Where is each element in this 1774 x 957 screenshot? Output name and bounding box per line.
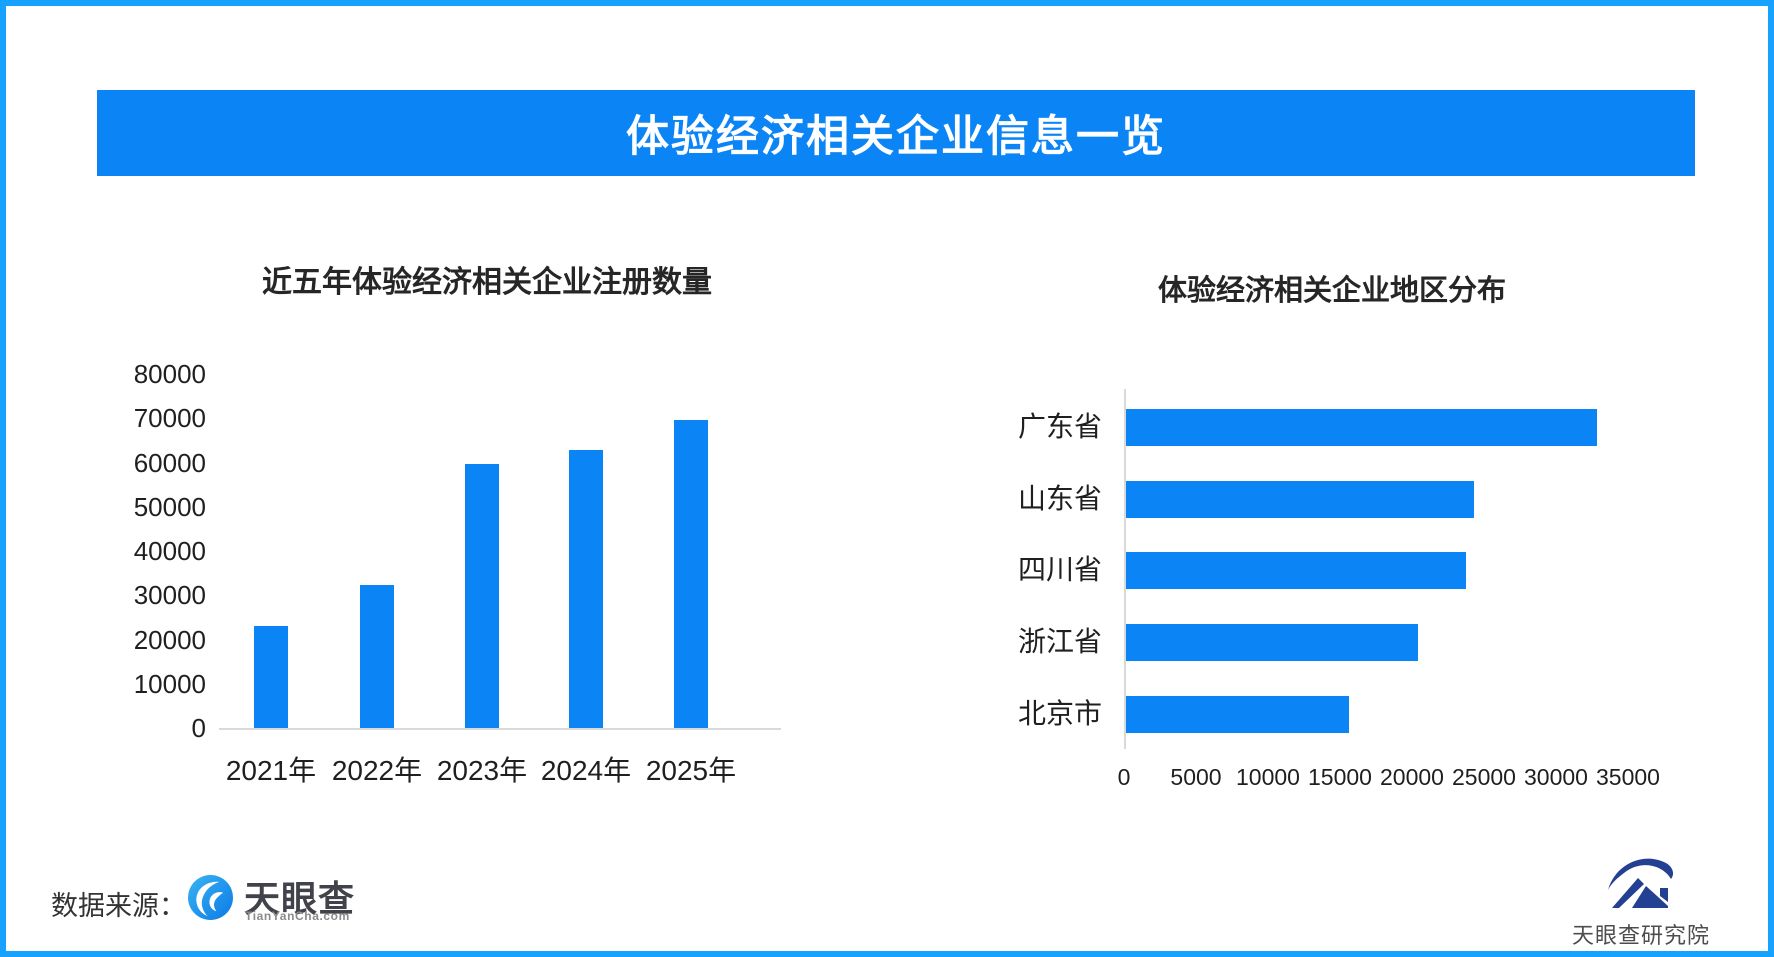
right-chart-bar-北京市 (1126, 695, 1349, 733)
tianyancha-logo-icon (187, 874, 234, 921)
right-chart-bar-四川省 (1126, 551, 1466, 589)
tianyancha-logo-text: 天眼查 (244, 878, 356, 919)
left-chart-ytick: 70000 (133, 403, 206, 434)
left-chart-xaxis-line (219, 728, 781, 730)
left-chart-ytick: 80000 (133, 359, 206, 389)
left-chart-ytick: 30000 (133, 580, 206, 611)
institute-logo-text: 天眼查研究院 (1571, 923, 1710, 948)
right-chart-xtick: 10000 (1236, 764, 1300, 790)
right-chart-xtick: 25000 (1452, 764, 1516, 790)
left-chart-bar-2024年 (569, 450, 603, 728)
right-chart-yaxis-line (1124, 389, 1126, 749)
institute-logo: 天眼查研究院 (1566, 846, 1716, 951)
institute-emblem-icon (1608, 858, 1674, 908)
left-chart-bar-2023年 (465, 464, 499, 728)
left-chart-ytick: 10000 (133, 668, 206, 699)
tianyancha-logo-domain: TianYanCha.com (245, 909, 350, 923)
left-chart-ytick: 60000 (133, 447, 206, 478)
title-banner: 体验经济相关企业信息一览 (97, 90, 1695, 176)
left-chart-xtick: 2023年 (436, 755, 528, 786)
right-chart-category-label: 山东省 (1017, 483, 1102, 514)
left-chart-title: 近五年体验经济相关企业注册数量 (262, 266, 712, 299)
right-chart-bar-广东省 (1126, 408, 1597, 446)
right-chart-category-label: 广东省 (1017, 411, 1102, 442)
left-chart-ytick: 0 (191, 713, 206, 743)
left-chart-ytick: 20000 (133, 624, 206, 655)
right-chart-xtick: 20000 (1380, 764, 1444, 790)
left-chart-bar-2022年 (360, 585, 394, 728)
left-chart-ytick: 50000 (133, 491, 206, 522)
right-chart-category-label: 四川省 (1017, 554, 1102, 585)
right-chart-category-label: 浙江省 (1017, 626, 1102, 657)
left-chart-xtick: 2021年 (225, 755, 317, 786)
right-chart-xtick: 5000 (1170, 764, 1222, 790)
page-title: 体验经济相关企业信息一览 (626, 113, 1166, 161)
left-chart-xtick: 2022年 (331, 755, 423, 786)
right-chart-title: 体验经济相关企业地区分布 (1157, 275, 1506, 307)
data-source-label: 数据来源： (51, 891, 186, 921)
right-chart-bar-浙江省 (1126, 623, 1418, 661)
left-chart-xtick: 2025年 (645, 755, 737, 786)
right-chart-xtick: 15000 (1308, 764, 1372, 790)
left-chart-ytick: 40000 (133, 536, 206, 566)
right-chart-category-label: 北京市 (1017, 698, 1102, 729)
right-chart-xtick: 35000 (1596, 764, 1660, 790)
right-chart-xtick: 30000 (1524, 764, 1588, 790)
left-chart-bar-2025年 (674, 420, 708, 728)
right-chart-xtick: 0 (1117, 764, 1131, 790)
left-chart-xtick: 2024年 (540, 755, 632, 786)
left-chart-bar-2021年 (254, 626, 288, 728)
right-chart-bar-山东省 (1126, 480, 1474, 518)
